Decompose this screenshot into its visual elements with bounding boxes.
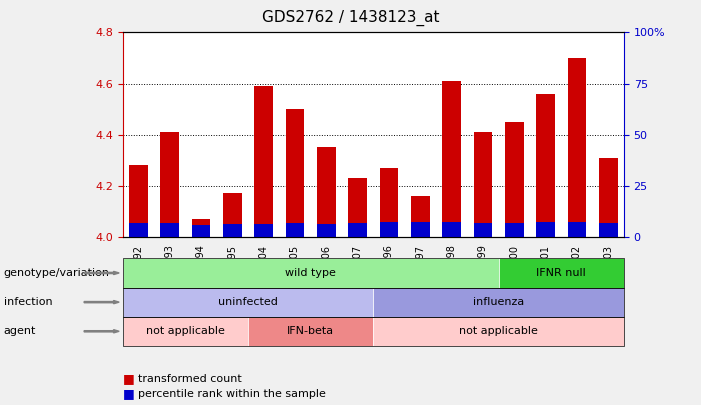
Bar [254,86,273,237]
Bar [379,168,398,237]
Text: uninfected: uninfected [218,297,278,307]
Bar [568,58,586,237]
Bar [411,222,430,237]
Bar [285,109,304,237]
Bar [129,165,148,237]
Text: transformed count: transformed count [138,374,242,384]
Bar [474,132,492,237]
Text: ■: ■ [123,387,135,400]
Text: not applicable: not applicable [459,326,538,336]
Bar [285,223,304,237]
Text: not applicable: not applicable [146,326,225,336]
Bar [379,222,398,237]
Text: ■: ■ [123,372,135,385]
Bar [223,194,242,237]
Bar [568,222,586,237]
Bar [254,224,273,237]
Text: genotype/variation: genotype/variation [4,268,109,278]
Bar [317,147,336,237]
Bar [474,223,492,237]
Bar [505,223,524,237]
Bar [317,224,336,237]
Bar [191,219,210,237]
Text: wild type: wild type [285,268,336,278]
Text: influenza: influenza [473,297,524,307]
Bar [442,222,461,237]
Text: agent: agent [4,326,36,336]
Bar [411,196,430,237]
Bar [161,223,179,237]
Bar [348,178,367,237]
Bar [599,158,618,237]
Bar [536,222,555,237]
Text: GDS2762 / 1438123_at: GDS2762 / 1438123_at [261,10,440,26]
Bar [442,81,461,237]
Bar [223,224,242,237]
Bar [348,223,367,237]
Bar [505,122,524,237]
Bar [129,223,148,237]
Text: infection: infection [4,297,52,307]
Bar [191,226,210,237]
Bar [599,223,618,237]
Bar [536,94,555,237]
Text: IFNR null: IFNR null [536,268,586,278]
Text: IFN-beta: IFN-beta [287,326,334,336]
Bar [161,132,179,237]
Text: percentile rank within the sample: percentile rank within the sample [138,389,326,399]
